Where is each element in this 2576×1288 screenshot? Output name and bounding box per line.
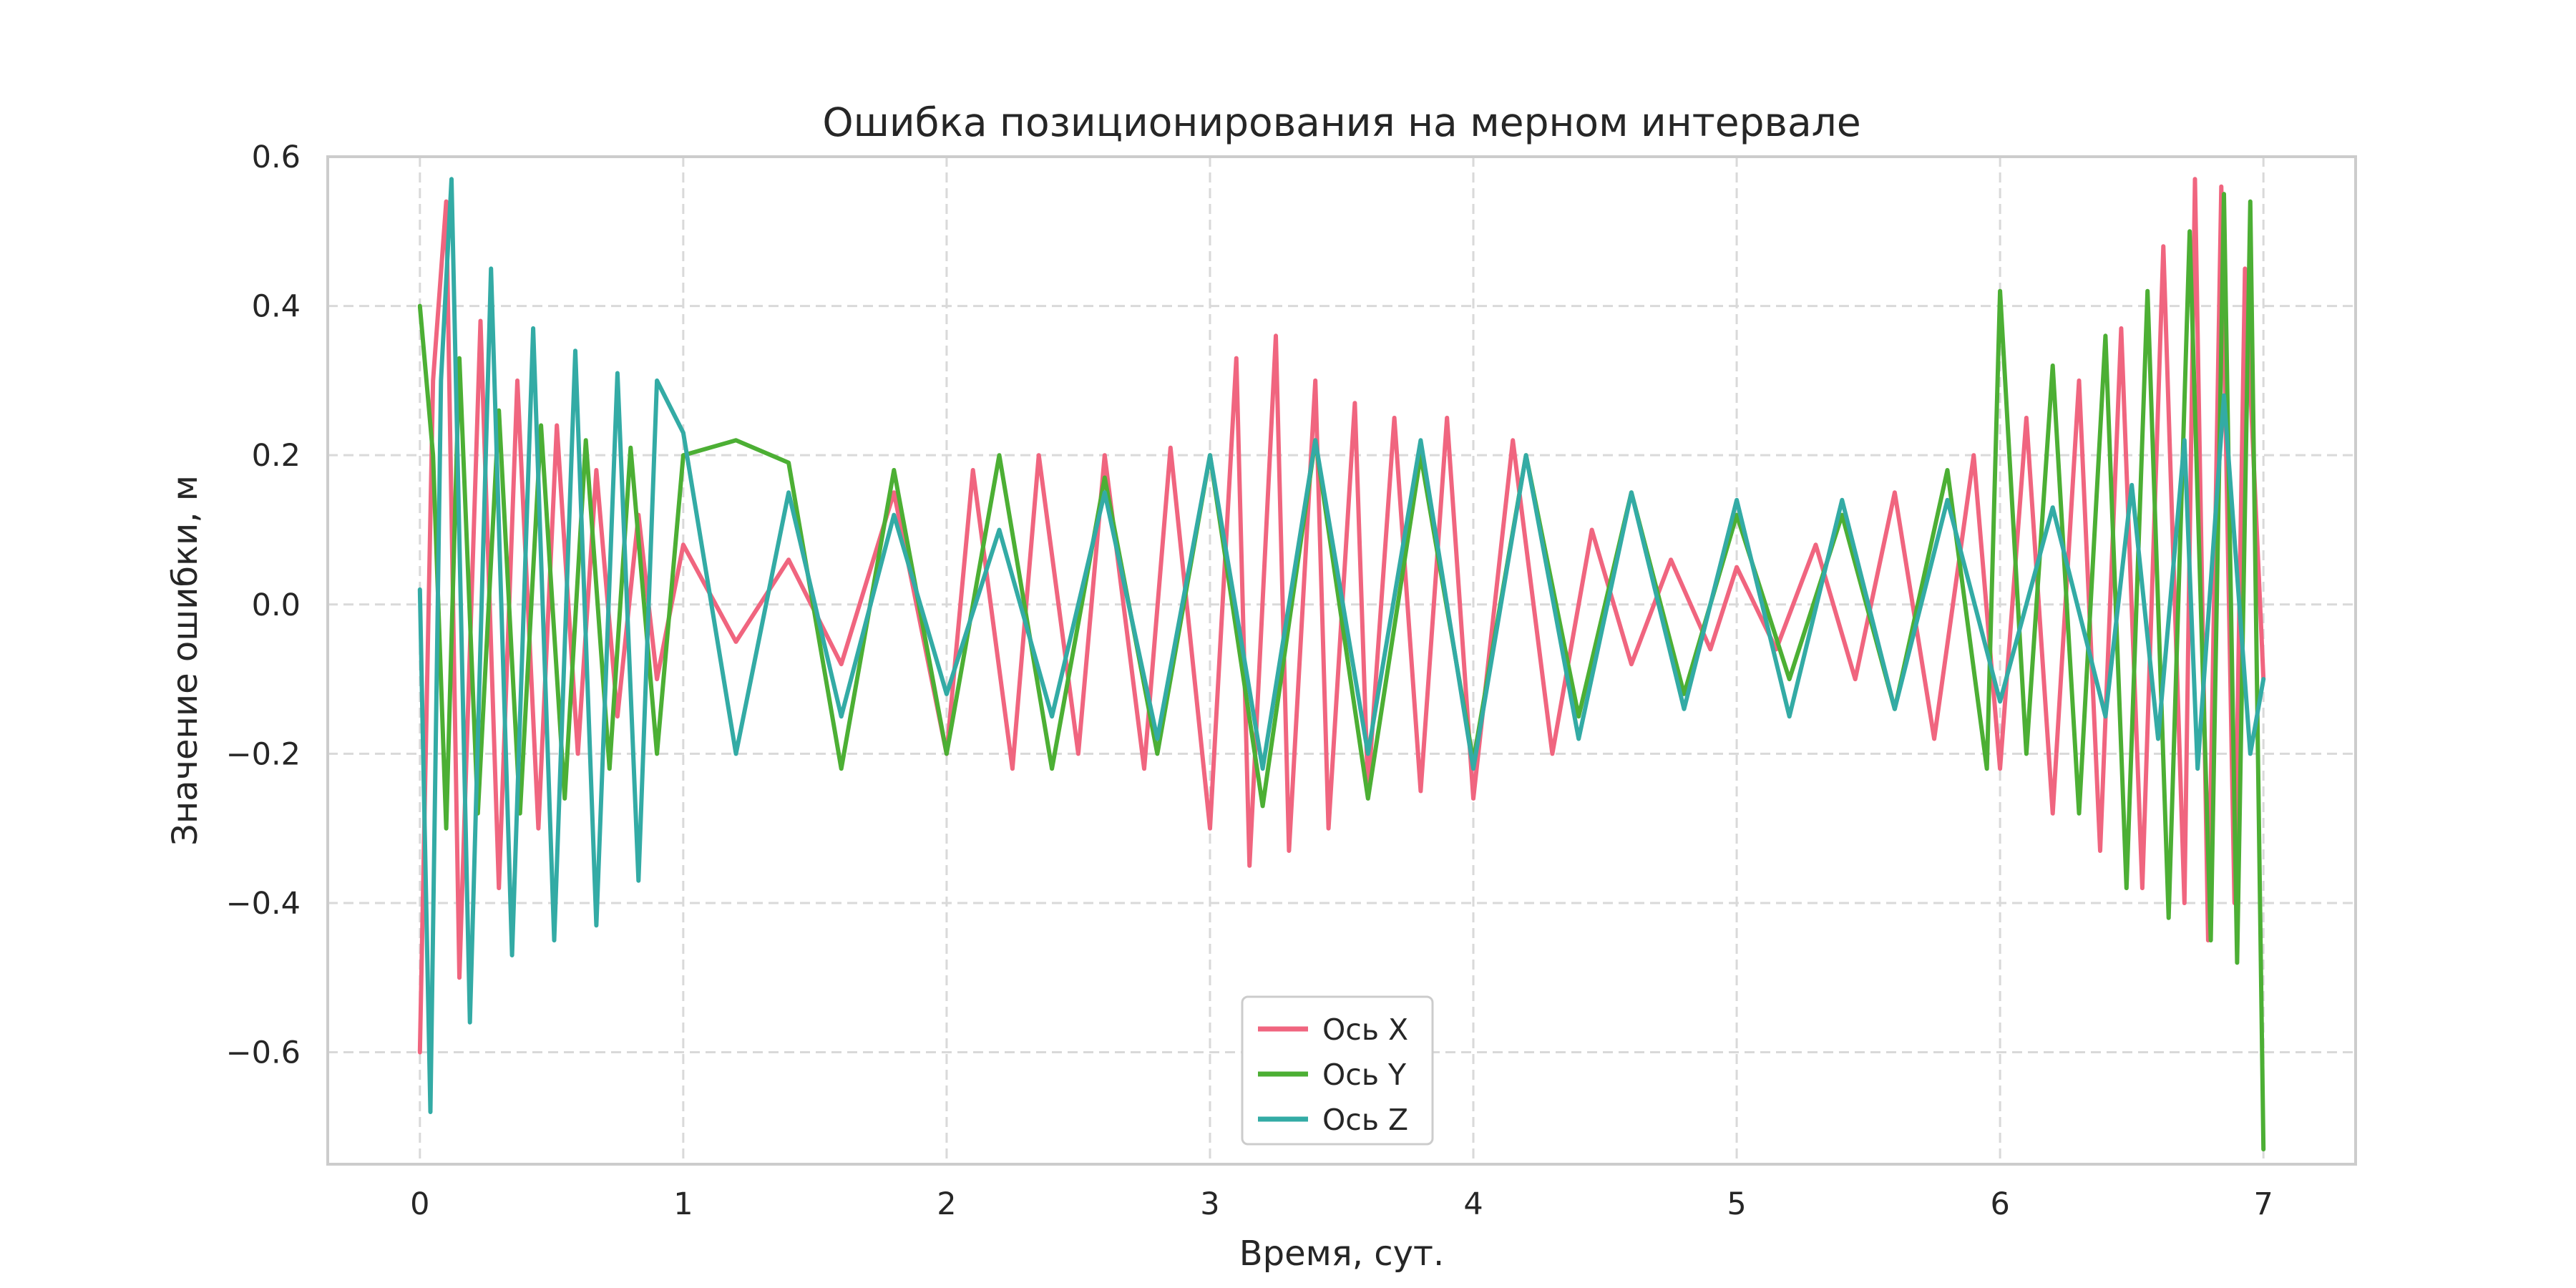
series-line-2 (417, 192, 2266, 1152)
y-axis-ticks: 0.6 0.4 0.2 0.0 −0.2 −0.4 −0.6 (226, 140, 301, 1071)
y-tick-label: 0.2 (252, 438, 301, 474)
x-tick-label: 1 (673, 1186, 693, 1222)
x-tick-label: 7 (2254, 1186, 2273, 1222)
legend: Ось X Ось Y Ось Z (1241, 995, 1434, 1146)
y-axis-label: Значение ошибки, м (165, 475, 205, 846)
x-tick-label: 2 (937, 1186, 956, 1222)
x-tick-label: 0 (410, 1186, 429, 1222)
y-tick-label: 0.0 (252, 587, 301, 623)
y-tick-label: −0.2 (226, 736, 301, 772)
x-axis-ticks: 0 1 2 3 4 5 6 7 (410, 1186, 2273, 1222)
y-tick-label: 0.4 (252, 289, 301, 325)
x-tick-label: 6 (1990, 1186, 2009, 1222)
legend-label: Ось Z (1322, 1103, 1408, 1137)
x-axis-label: Время, сут. (1239, 1234, 1445, 1274)
series-line-3 (417, 177, 2266, 1114)
legend-label: Ось Y (1322, 1058, 1407, 1092)
series-group (417, 177, 2266, 1152)
plot-area (326, 155, 2357, 1166)
x-tick-label: 5 (1727, 1186, 1746, 1222)
x-tick-label: 3 (1200, 1186, 1219, 1222)
y-tick-label: 0.6 (252, 140, 301, 175)
legend-box (1241, 995, 1434, 1146)
chart-title: Ошибка позиционирования на мерном интерв… (822, 99, 1860, 145)
grid-lines (328, 155, 2356, 1164)
y-tick-label: −0.4 (226, 886, 301, 922)
y-tick-label: −0.6 (226, 1035, 301, 1071)
legend-label: Ось X (1322, 1013, 1408, 1047)
x-tick-label: 4 (1463, 1186, 1483, 1222)
